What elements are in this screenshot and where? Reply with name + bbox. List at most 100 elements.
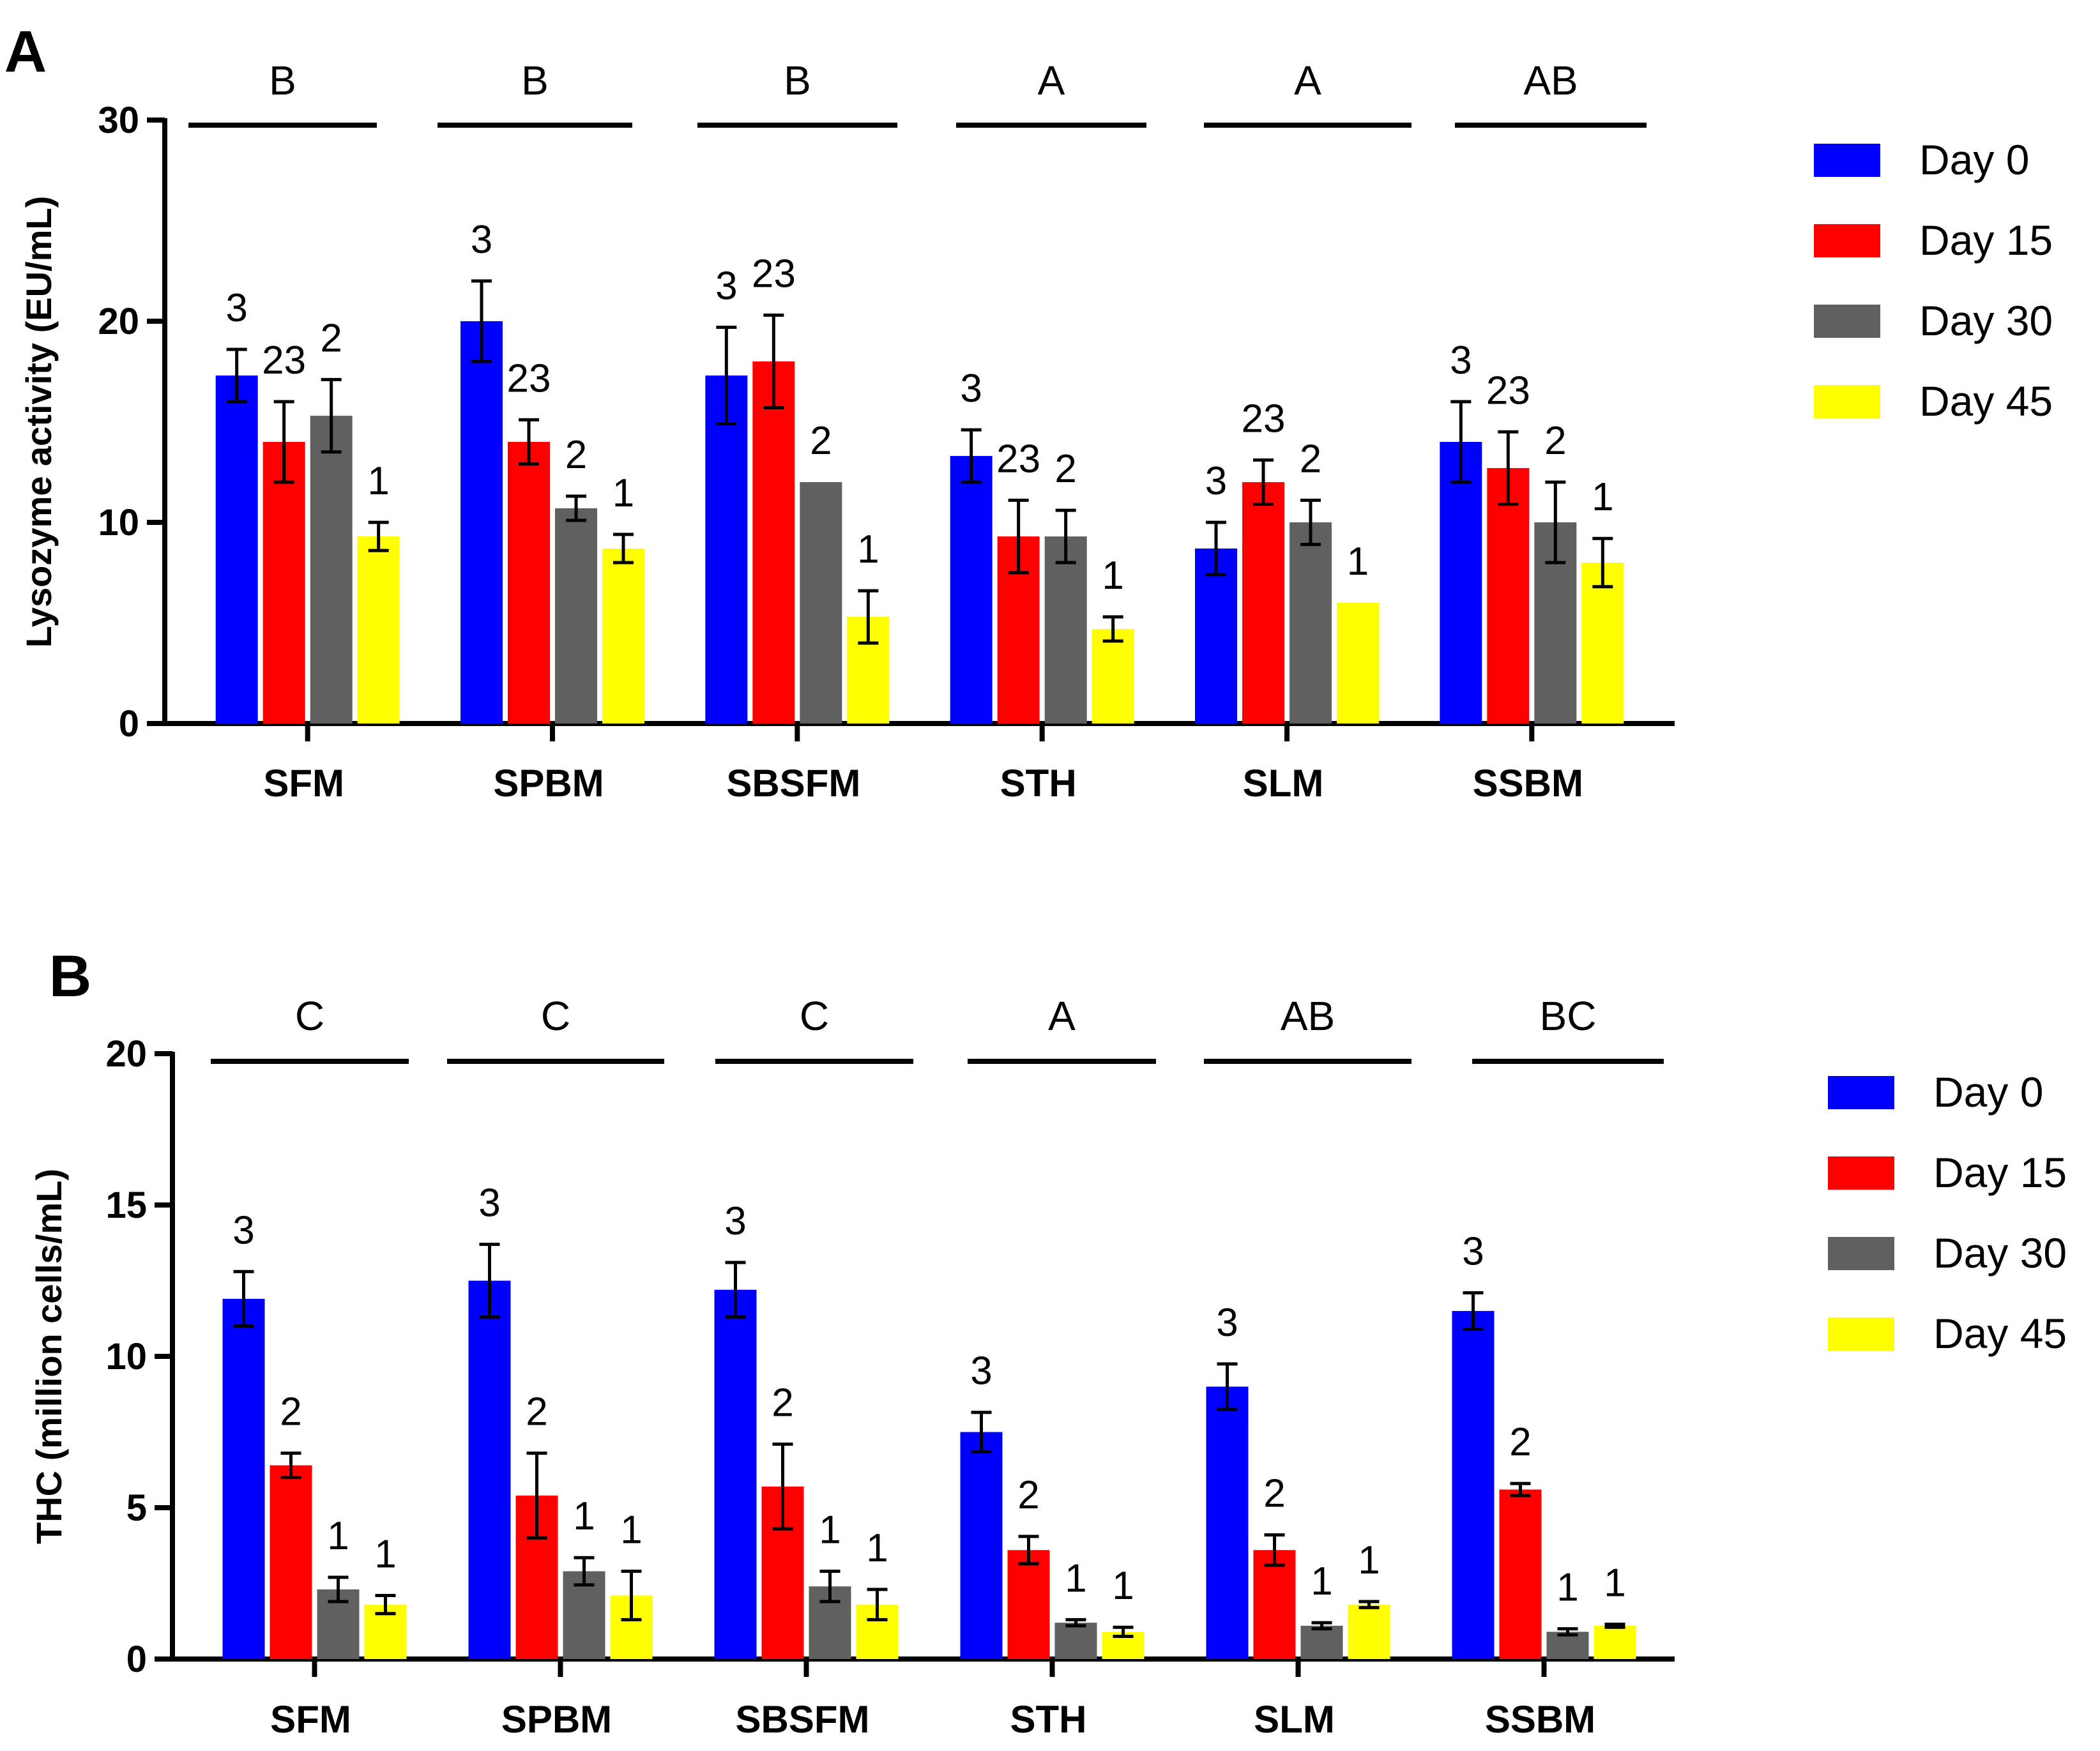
bar — [357, 536, 400, 724]
legend-swatch — [1814, 144, 1880, 177]
significance-label: 1 — [866, 1526, 888, 1570]
y-tick-label: 30 — [98, 100, 139, 141]
significance-label: 1 — [1065, 1556, 1086, 1600]
category-label: SBSFM — [726, 762, 860, 805]
y-tick-label: 5 — [126, 1487, 147, 1529]
bar — [800, 482, 842, 724]
y-tick-label: 20 — [98, 301, 139, 342]
y-axis-label: THC (million cells/mL) — [29, 1169, 69, 1544]
bar — [1195, 548, 1237, 724]
legend-swatch — [1828, 1237, 1894, 1270]
y-tick-label: 10 — [105, 1336, 147, 1377]
legend-swatch — [1828, 1317, 1894, 1351]
group-letter: A — [1048, 993, 1076, 1039]
significance-label: 2 — [772, 1381, 793, 1425]
category-label: SPBM — [493, 762, 604, 805]
category-label: STH — [1010, 1698, 1087, 1741]
group-letter: B — [784, 57, 811, 103]
significance-label: 23 — [996, 437, 1040, 481]
bar — [460, 321, 503, 724]
legend-swatch — [1828, 1156, 1894, 1190]
bar — [1290, 522, 1332, 724]
y-tick-label: 15 — [105, 1185, 147, 1226]
bar — [1581, 563, 1624, 724]
y-tick-label: 0 — [119, 703, 139, 745]
significance-label: 1 — [1112, 1564, 1134, 1608]
group-letter: BC — [1540, 993, 1597, 1039]
bar — [1206, 1386, 1249, 1659]
significance-label: 3 — [1205, 459, 1227, 503]
group-letter: AB — [1523, 57, 1578, 103]
significance-label: 2 — [1544, 419, 1566, 463]
y-tick-label: 20 — [105, 1033, 147, 1075]
significance-label: 2 — [1017, 1473, 1039, 1517]
bar — [1242, 482, 1284, 724]
bar — [602, 548, 644, 724]
bar — [468, 1280, 511, 1659]
legend-label: Day 45 — [1919, 377, 2053, 425]
bar — [1044, 536, 1087, 724]
significance-label: 2 — [280, 1390, 301, 1434]
significance-label: 3 — [225, 286, 247, 330]
category-label: SFM — [270, 1698, 351, 1741]
bar — [262, 442, 305, 724]
significance-label: 3 — [960, 367, 982, 411]
bar — [270, 1465, 312, 1659]
bar — [1594, 1625, 1636, 1659]
category-label: SFM — [263, 762, 344, 805]
bar — [960, 1432, 1003, 1659]
significance-label: 23 — [262, 338, 306, 383]
bar — [222, 1298, 265, 1659]
significance-label: 2 — [1263, 1472, 1285, 1516]
significance-label: 2 — [810, 419, 832, 463]
panel-label: B — [49, 944, 91, 1009]
bar — [508, 442, 550, 724]
bar — [752, 361, 795, 724]
category-label: SSBM — [1485, 1698, 1595, 1741]
bar — [555, 508, 597, 724]
significance-label: 1 — [1311, 1559, 1332, 1603]
significance-label: 1 — [1347, 540, 1369, 584]
significance-label: 3 — [471, 218, 492, 262]
legend-swatch — [1814, 224, 1880, 257]
group-letter: B — [269, 57, 296, 103]
group-letter: C — [800, 993, 829, 1039]
legend-label: Day 15 — [1933, 1149, 2067, 1196]
significance-label: 2 — [1054, 447, 1076, 491]
group-letter: C — [541, 993, 570, 1039]
category-label: SSBM — [1473, 762, 1583, 805]
group-letter: B — [521, 57, 549, 103]
significance-label: 1 — [1592, 475, 1613, 519]
bar — [1499, 1489, 1542, 1659]
significance-label: 2 — [565, 433, 587, 477]
significance-label: 3 — [478, 1181, 500, 1225]
significance-label: 23 — [507, 356, 551, 400]
legend-label: Day 30 — [1919, 297, 2053, 344]
bar — [310, 416, 353, 724]
significance-label: 1 — [819, 1508, 841, 1552]
legend-label: Day 15 — [1919, 216, 2053, 264]
significance-label: 1 — [1556, 1566, 1578, 1610]
significance-label: 3 — [970, 1349, 992, 1393]
bar — [1337, 603, 1379, 724]
bar — [1092, 628, 1134, 724]
legend-swatch — [1814, 385, 1880, 418]
significance-label: 2 — [320, 316, 342, 360]
bar — [1440, 442, 1482, 724]
category-label: SBSFM — [736, 1698, 870, 1741]
significance-label: 1 — [327, 1514, 349, 1558]
group-letter: C — [295, 993, 324, 1039]
bar — [1007, 1550, 1050, 1659]
group-letter: A — [1038, 57, 1065, 103]
significance-label: 3 — [715, 264, 737, 308]
significance-label: 3 — [232, 1208, 254, 1252]
significance-label: 23 — [752, 252, 796, 296]
significance-label: 1 — [573, 1494, 595, 1538]
legend-label: Day 0 — [1933, 1068, 2043, 1116]
panel-label: A — [4, 19, 47, 84]
group-letter: AB — [1281, 993, 1335, 1039]
significance-label: 1 — [1604, 1561, 1625, 1605]
bar — [705, 375, 748, 724]
